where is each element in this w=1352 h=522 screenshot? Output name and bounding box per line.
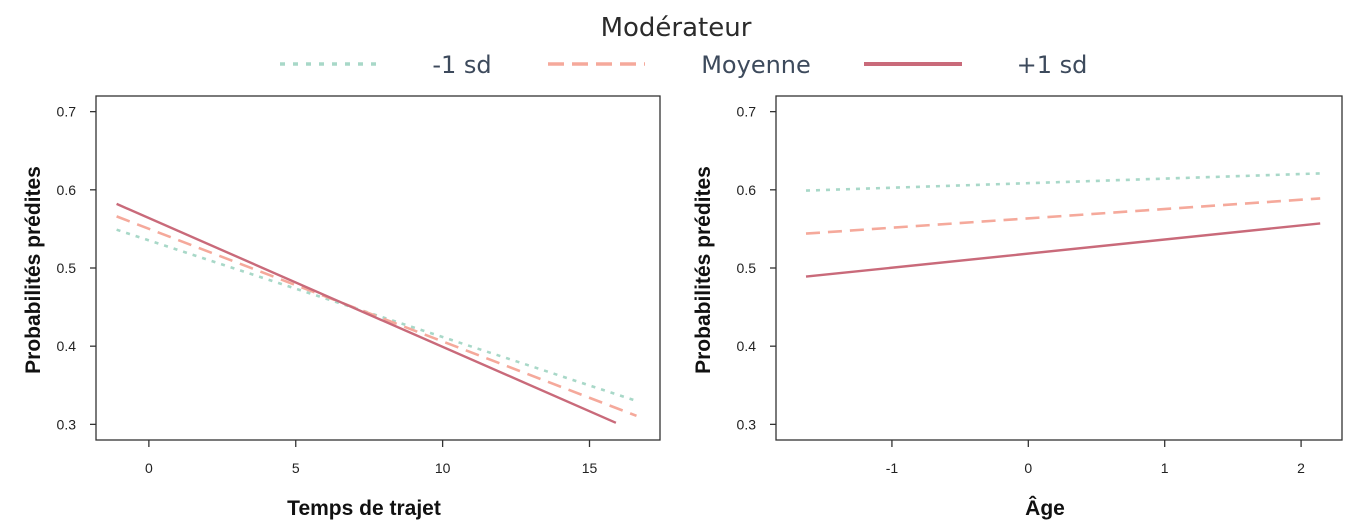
y-tick-label: 0.5 xyxy=(737,260,757,276)
y-axis-title: Probabilités prédites xyxy=(692,166,715,374)
series-line-mean xyxy=(116,215,637,418)
legend: Modérateur -1 sd Moyenne +1 sd xyxy=(280,13,1087,79)
plot-frame xyxy=(95,95,661,441)
x-tick-label: 2 xyxy=(1297,460,1305,476)
panel-travel-time: 0.3 0.4 0.5 0.6 0.7 0 5 10 15 Temps de trajet Prob… xyxy=(22,95,661,520)
legend-label: +1 sd xyxy=(1017,51,1088,79)
plot-frame xyxy=(775,95,1343,441)
y-tick-label: 0.4 xyxy=(57,338,77,354)
legend-title: Modérateur xyxy=(601,13,752,43)
y-tick-label: 0.4 xyxy=(737,338,757,354)
series-line-plus-1sd xyxy=(116,202,617,424)
series-line-minus-1sd xyxy=(116,228,637,403)
legend-label: Moyenne xyxy=(701,51,811,79)
y-tick-label: 0.7 xyxy=(57,104,77,120)
x-tick-label: 15 xyxy=(582,460,598,476)
y-tick-label: 0.7 xyxy=(737,104,757,120)
y-tick-label: 0.6 xyxy=(57,182,77,198)
y-tick-label: 0.5 xyxy=(57,260,77,276)
series-line-minus-1sd xyxy=(805,172,1321,192)
legend-entries: -1 sd Moyenne +1 sd xyxy=(280,51,1087,79)
x-tick-label: 0 xyxy=(1024,460,1032,476)
series-line-mean xyxy=(805,197,1321,235)
series-line-plus-1sd xyxy=(805,222,1321,278)
x-axis-title: Âge xyxy=(1025,496,1065,520)
x-tick-label: 10 xyxy=(435,460,451,476)
y-tick-label: 0.3 xyxy=(57,416,77,432)
legend-entry: -1 sd xyxy=(280,51,492,79)
x-axis-title: Temps de trajet xyxy=(287,497,441,520)
y-tick-label: 0.6 xyxy=(737,182,757,198)
x-tick-label: 5 xyxy=(292,460,300,476)
x-tick-label: 0 xyxy=(145,460,153,476)
panel-age: 0.3 0.4 0.5 0.6 0.7 -1 0 1 2 Âge Probabilités préd… xyxy=(692,95,1343,520)
y-tick-label: 0.3 xyxy=(737,416,757,432)
x-tick-label: 1 xyxy=(1161,460,1169,476)
x-tick-label: -1 xyxy=(886,460,899,476)
legend-entry: Moyenne xyxy=(548,51,811,79)
legend-label: -1 sd xyxy=(432,51,491,79)
y-axis-title: Probabilités prédites xyxy=(22,166,45,374)
legend-entry: +1 sd xyxy=(864,51,1087,79)
